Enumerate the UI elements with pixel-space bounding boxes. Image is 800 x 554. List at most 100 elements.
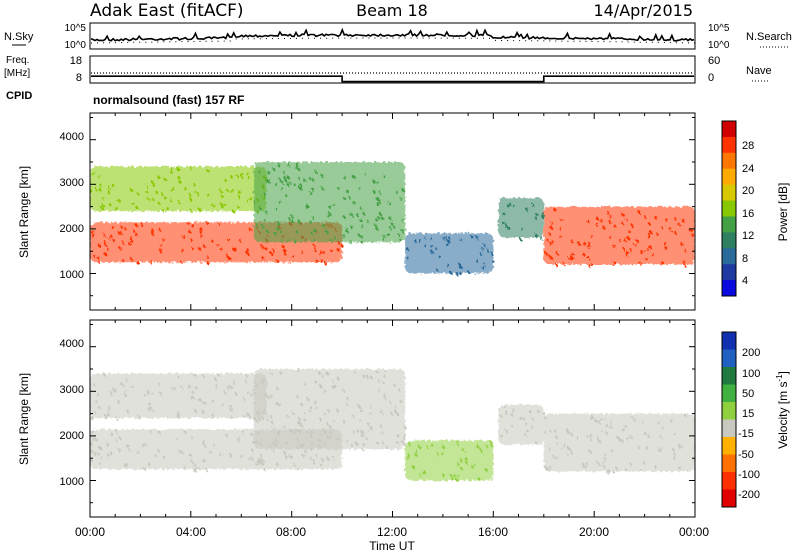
vel-echo-cell <box>380 424 383 428</box>
vel-echo-cell <box>343 420 346 424</box>
power-echo-cell <box>665 247 668 250</box>
power-echo-cell <box>648 235 650 239</box>
vel-echo-cell <box>201 400 204 404</box>
vel-echo-cell <box>91 416 93 420</box>
vel-echo-cell <box>202 374 205 378</box>
vel-echo-cell <box>464 457 467 460</box>
power-echo-cell <box>263 193 266 197</box>
power-echo-cell <box>447 264 450 268</box>
power-echo-cell <box>536 213 539 217</box>
vel-echo-cell <box>240 454 243 458</box>
power-echo-cell <box>278 200 281 204</box>
vel-echo-cell <box>260 458 263 462</box>
power-echo-region-3 <box>405 233 495 276</box>
vel-echo-cell <box>480 450 483 454</box>
vel-echo-cell <box>292 412 295 416</box>
power-echo-cell <box>130 189 133 192</box>
power-echo-cell <box>115 206 118 210</box>
power-echo-cell <box>193 183 196 187</box>
vel-echo-cell <box>600 417 603 421</box>
vel-echo-cell <box>309 406 312 409</box>
nsky-trace <box>90 27 695 42</box>
power-echo-cell <box>521 227 524 231</box>
vel-echo-cell <box>178 449 181 453</box>
power-echo-cell <box>476 236 479 240</box>
power-echo-cell <box>502 221 505 224</box>
power-echo-cell <box>194 190 197 194</box>
power-echo-cell <box>691 233 693 237</box>
vel-echo-cell <box>383 374 386 378</box>
power-echo-cell <box>247 176 250 180</box>
vel-echo-cell <box>361 430 364 434</box>
power-echo-cell <box>136 261 139 265</box>
vel-echo-cell <box>384 396 386 400</box>
vel-echo-cell <box>423 471 426 475</box>
vel-echo-cell <box>280 371 283 375</box>
power-echo-cell <box>571 256 574 260</box>
vel-echo-cell <box>107 453 110 457</box>
power-echo-cell <box>567 256 570 260</box>
vel-echo-cell <box>622 428 625 432</box>
vel-echo-cell <box>247 390 250 394</box>
vel-echo-cell <box>100 456 103 459</box>
power-echo-cell <box>122 259 125 262</box>
vel-echo-cell <box>414 453 417 457</box>
power-echo-cell <box>191 224 194 227</box>
vel-echo-cell <box>398 388 401 392</box>
power-echo-cell <box>390 222 393 226</box>
power-echo-cell <box>352 175 355 179</box>
vel-echo-cell <box>455 478 458 482</box>
power-cb-swatch <box>722 216 736 233</box>
vel-echo-cell <box>441 452 444 455</box>
power-echo-cell <box>180 261 183 265</box>
power-echo-cell <box>275 182 277 186</box>
vel-echo-cell <box>598 462 601 466</box>
freq-tick-top: 18 <box>70 55 82 67</box>
vel-echo-cell <box>111 433 114 437</box>
power-echo-cell <box>555 264 558 268</box>
vel-echo-cell <box>571 451 573 455</box>
vel-echo-cell <box>108 405 111 409</box>
vel-echo-cell <box>125 463 128 467</box>
velocity-cb-swatch <box>722 454 736 473</box>
vel-echo-cell <box>679 466 681 470</box>
vel-echo-cell <box>431 443 434 447</box>
vel-echo-cell <box>661 426 664 430</box>
vel-echo-cell <box>320 433 323 437</box>
power-echo-cell <box>609 215 612 219</box>
x-axis: 00:00 04:00 08:00 12:00 16:00 20:00 00:0… <box>75 525 709 553</box>
power-echo-cell <box>109 203 112 207</box>
vel-echo-cell <box>277 402 280 406</box>
power-echo-cell <box>628 237 630 241</box>
vel-echo-cell <box>323 441 326 445</box>
vel-echo-cell <box>602 465 605 469</box>
vel-echo-cell <box>560 446 563 450</box>
vel-echo-cell <box>125 378 128 382</box>
vel-echo-cell <box>442 445 445 449</box>
power-echo-cell <box>661 261 664 264</box>
vel-echo-cell <box>327 409 330 413</box>
vel-echo-cell <box>456 442 459 446</box>
vel-echo-cell <box>502 404 505 408</box>
power-echo-cell <box>259 207 262 211</box>
x-axis-label: Time UT <box>369 539 415 553</box>
power-echo-cell <box>482 262 485 266</box>
vel-echo-cell <box>369 375 372 379</box>
vel-echo-cell <box>230 415 233 419</box>
power-echo-cell <box>683 218 685 222</box>
vel-echo-cell <box>138 416 141 420</box>
vel-echo-cell <box>549 429 552 433</box>
power-echo-cell <box>351 214 354 218</box>
power-cb-tick-4: 4 <box>742 275 748 287</box>
vel-echo-area-3 <box>405 440 494 481</box>
power-echo-cell <box>220 202 223 206</box>
vel-echo-cell <box>99 462 102 466</box>
power-echo-cell <box>280 239 283 243</box>
power-echo-cell <box>442 236 445 240</box>
vel-echo-cell <box>324 431 327 435</box>
power-echo-cell <box>266 179 269 183</box>
power-echo-cell <box>213 205 216 208</box>
vel-echo-cell <box>589 450 592 454</box>
power-echo-cell <box>314 238 316 242</box>
vel-echo-cell <box>617 436 619 439</box>
